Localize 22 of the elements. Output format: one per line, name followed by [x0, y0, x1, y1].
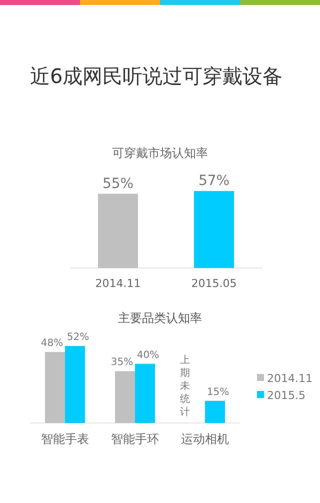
data-label: 40%: [136, 350, 160, 361]
chart-title: 近6成网民听说过可穿戴设备: [30, 64, 283, 88]
data-label: 52%: [66, 332, 90, 344]
x-tick-label: 2015.05: [191, 277, 237, 290]
bar: [45, 352, 65, 423]
data-label: 48%: [40, 338, 64, 349]
legend-label: 2015.5: [267, 389, 306, 402]
x-tick-label: 智能手表: [41, 432, 89, 446]
bar: [135, 364, 155, 423]
data-label: 57%: [198, 173, 230, 190]
chart-subtitle: 可穿戴市场认知率: [112, 146, 208, 160]
bar: [115, 371, 135, 423]
bar: [65, 346, 85, 423]
data-label: 15%: [206, 386, 230, 398]
chart-title: 主要品类认知率: [118, 311, 202, 325]
x-tick-label: 运动相机: [181, 432, 229, 446]
data-label: 35%: [110, 357, 134, 368]
bar: [205, 400, 225, 423]
legend-label: 2014.11: [267, 372, 312, 385]
data-label: 55%: [102, 176, 134, 192]
x-tick-label: 智能手环: [111, 432, 159, 446]
annotation: 上期未统计: [180, 354, 190, 418]
